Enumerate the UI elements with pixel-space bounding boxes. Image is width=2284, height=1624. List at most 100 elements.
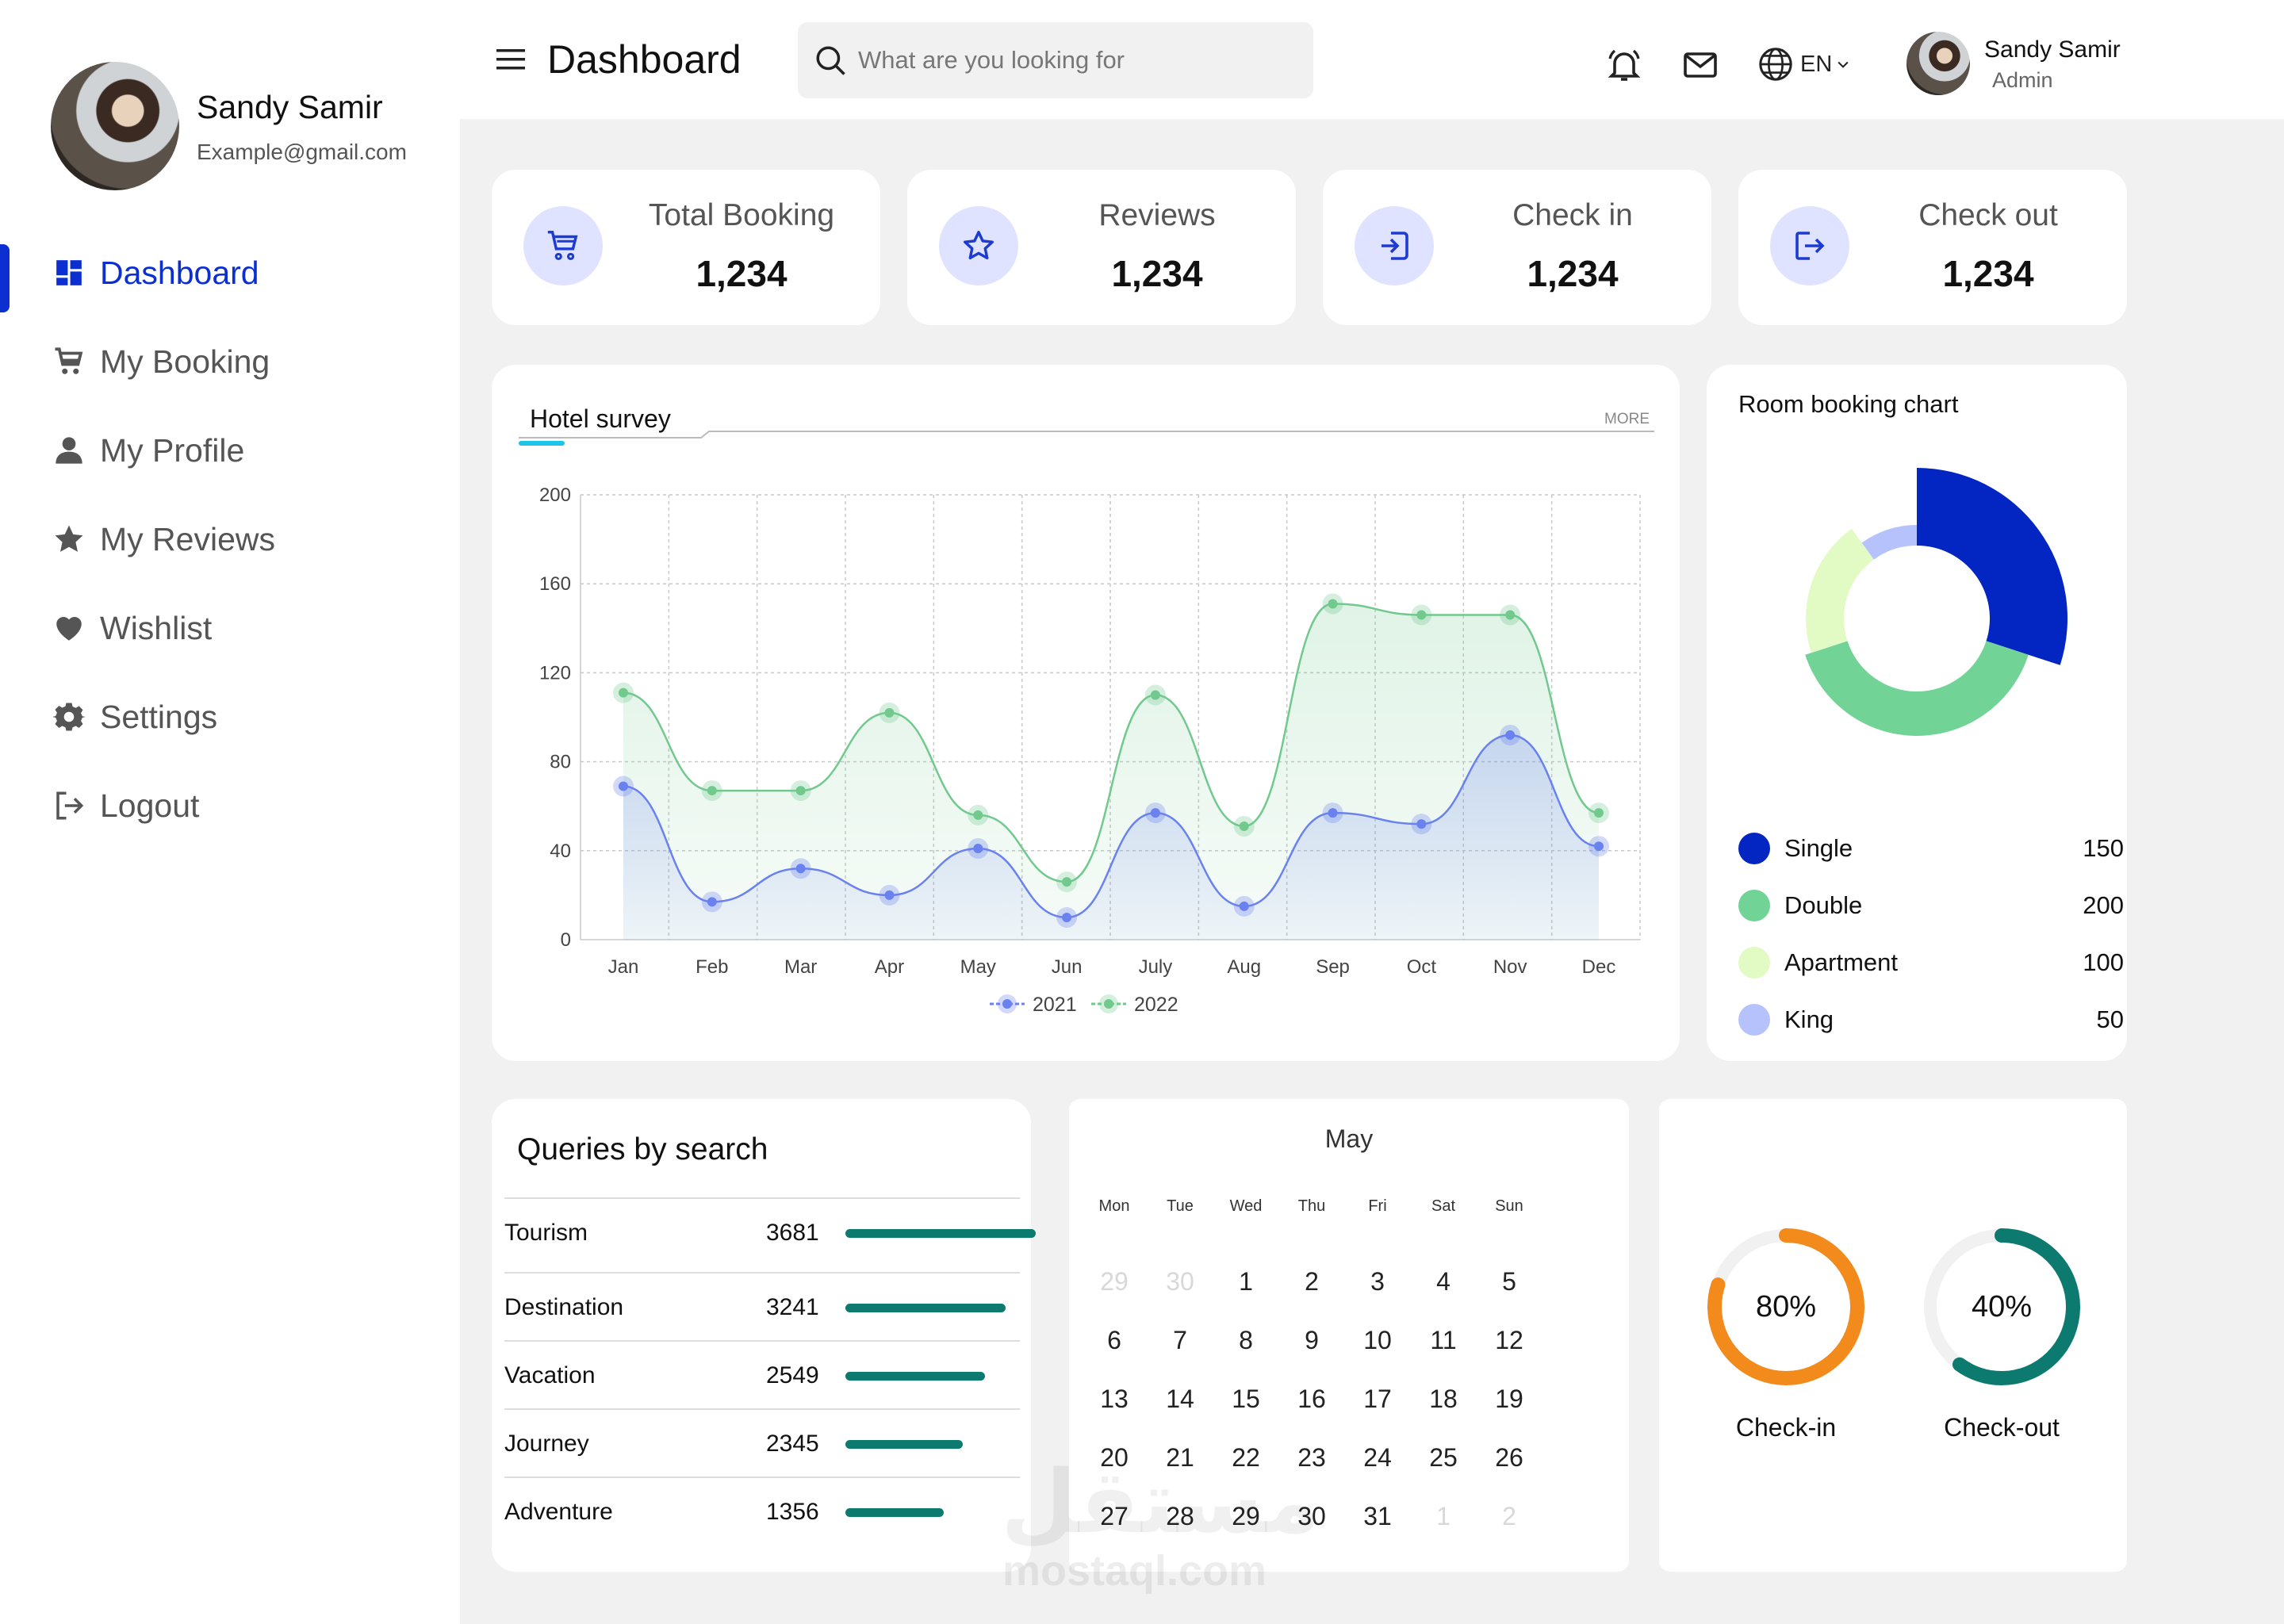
calendar-month: May xyxy=(1324,1124,1374,1153)
calendar-day[interactable]: 28 xyxy=(1166,1502,1194,1530)
calendar-day[interactable]: 10 xyxy=(1363,1326,1392,1354)
data-point[interactable] xyxy=(1594,808,1604,818)
calendar-day[interactable]: 7 xyxy=(1173,1326,1187,1354)
data-point[interactable] xyxy=(884,890,895,900)
data-point[interactable] xyxy=(1416,819,1427,829)
ring-percent: 40% xyxy=(1972,1290,2032,1323)
calendar-day[interactable]: 21 xyxy=(1166,1443,1194,1472)
calendar-day[interactable]: 31 xyxy=(1363,1502,1392,1530)
calendar-day[interactable]: 20 xyxy=(1100,1443,1129,1472)
calendar-day[interactable]: 22 xyxy=(1232,1443,1260,1472)
data-point[interactable] xyxy=(1150,690,1160,700)
data-point[interactable] xyxy=(884,707,895,718)
calendar-day[interactable]: 9 xyxy=(1305,1326,1319,1354)
donut-slice-apartment[interactable] xyxy=(1806,528,1874,653)
data-point[interactable] xyxy=(973,810,983,820)
data-point[interactable] xyxy=(619,688,628,698)
sidebar-item-wishlist[interactable]: Wishlist xyxy=(0,596,460,660)
survey-tab-divider xyxy=(519,431,1654,439)
calendar-day[interactable]: 30 xyxy=(1297,1502,1326,1530)
data-point[interactable] xyxy=(1062,912,1072,922)
survey-tab-indicator xyxy=(519,441,565,446)
sidebar-item-settings[interactable]: Settings xyxy=(0,685,460,749)
data-point[interactable] xyxy=(1594,841,1604,852)
mail-icon[interactable] xyxy=(1681,46,1719,84)
calendar-day[interactable]: 2 xyxy=(1502,1502,1516,1530)
x-tick-label: Jun xyxy=(1052,956,1083,978)
data-point[interactable] xyxy=(1062,877,1072,887)
data-point[interactable] xyxy=(1416,610,1427,620)
calendar-day[interactable]: 2 xyxy=(1305,1267,1319,1296)
data-point[interactable] xyxy=(1505,610,1516,620)
calendar-day[interactable]: 6 xyxy=(1107,1326,1121,1354)
calendar-day[interactable]: 24 xyxy=(1363,1443,1392,1472)
data-point[interactable] xyxy=(795,864,806,874)
user-avatar[interactable] xyxy=(51,62,179,190)
bell-icon[interactable] xyxy=(1605,46,1643,84)
calendar-day[interactable]: 4 xyxy=(1436,1267,1450,1296)
calendar-day[interactable]: 26 xyxy=(1495,1443,1523,1472)
calendar-day[interactable]: 29 xyxy=(1100,1267,1129,1296)
calendar-day[interactable]: 25 xyxy=(1429,1443,1458,1472)
search-box[interactable] xyxy=(798,22,1313,98)
data-point[interactable] xyxy=(1328,808,1338,818)
query-value: 2345 xyxy=(766,1431,819,1457)
donut-slice-double[interactable] xyxy=(1805,641,2029,737)
donut-slice-single[interactable] xyxy=(1917,468,2067,665)
calendar-day[interactable]: 19 xyxy=(1495,1385,1523,1413)
calendar-day[interactable]: 12 xyxy=(1495,1326,1523,1354)
data-point[interactable] xyxy=(795,786,806,796)
data-point[interactable] xyxy=(619,781,628,791)
data-point[interactable] xyxy=(1239,821,1249,831)
sidebar-item-dashboard[interactable]: Dashboard xyxy=(0,241,460,312)
logout-icon xyxy=(52,789,86,822)
sidebar-item-my-profile[interactable]: My Profile xyxy=(0,419,460,482)
sidebar-item-label: Logout xyxy=(100,787,200,824)
calendar-weekday: Thu xyxy=(1297,1197,1326,1215)
data-point[interactable] xyxy=(707,786,717,796)
data-point[interactable] xyxy=(973,843,983,853)
calendar-weekday: Mon xyxy=(1098,1197,1130,1215)
calendar-day[interactable]: 5 xyxy=(1502,1267,1516,1296)
calendar-day[interactable]: 17 xyxy=(1363,1385,1392,1413)
calendar-day[interactable]: 3 xyxy=(1370,1267,1385,1296)
legend-label: Single xyxy=(1784,834,1853,862)
calendar-day[interactable]: 29 xyxy=(1232,1502,1260,1530)
data-point[interactable] xyxy=(1150,808,1160,818)
language-selector[interactable]: EN xyxy=(1757,46,1851,82)
calendar-day[interactable]: 8 xyxy=(1239,1326,1253,1354)
calendar-day[interactable]: 14 xyxy=(1166,1385,1194,1413)
legend-label-2022: 2022 xyxy=(1134,994,1178,1016)
data-point[interactable] xyxy=(1328,599,1338,609)
query-row: Journey 2345 xyxy=(504,1408,1020,1477)
calendar-day[interactable]: 27 xyxy=(1100,1502,1129,1530)
calendar-day[interactable]: 11 xyxy=(1430,1326,1457,1354)
search-input[interactable] xyxy=(858,46,1302,75)
menu-icon[interactable] xyxy=(496,48,525,71)
calendar-day[interactable]: 13 xyxy=(1100,1385,1129,1413)
donut-slice-king[interactable] xyxy=(1861,525,1917,560)
sidebar-item-my-reviews[interactable]: My Reviews xyxy=(0,508,460,571)
calendar-day[interactable]: 16 xyxy=(1297,1385,1326,1413)
data-point[interactable] xyxy=(1239,901,1249,911)
calendar-day[interactable]: 1 xyxy=(1239,1267,1253,1296)
calendar-weekday: Sat xyxy=(1431,1197,1456,1215)
header-avatar[interactable] xyxy=(1907,32,1970,95)
data-point[interactable] xyxy=(707,897,717,907)
calendar-day[interactable]: 30 xyxy=(1166,1267,1194,1296)
x-tick-label: Nov xyxy=(1493,956,1527,978)
query-bar xyxy=(845,1372,985,1381)
calendar-day[interactable]: 15 xyxy=(1232,1385,1260,1413)
calendar-day[interactable]: 1 xyxy=(1436,1502,1450,1530)
stat-card-check-in: Check in 1,234 xyxy=(1323,170,1711,325)
x-tick-label: Feb xyxy=(696,956,728,978)
query-value: 3241 xyxy=(766,1294,819,1320)
page-title: Dashboard xyxy=(547,37,742,82)
calendar-day[interactable]: 18 xyxy=(1429,1385,1458,1413)
data-point[interactable] xyxy=(1505,730,1516,740)
query-label: Vacation xyxy=(504,1362,596,1388)
survey-more-link[interactable]: MORE xyxy=(1604,411,1650,427)
sidebar-item-my-booking[interactable]: My Booking xyxy=(0,330,460,393)
sidebar-item-logout[interactable]: Logout xyxy=(0,774,460,837)
calendar-day[interactable]: 23 xyxy=(1297,1443,1326,1472)
